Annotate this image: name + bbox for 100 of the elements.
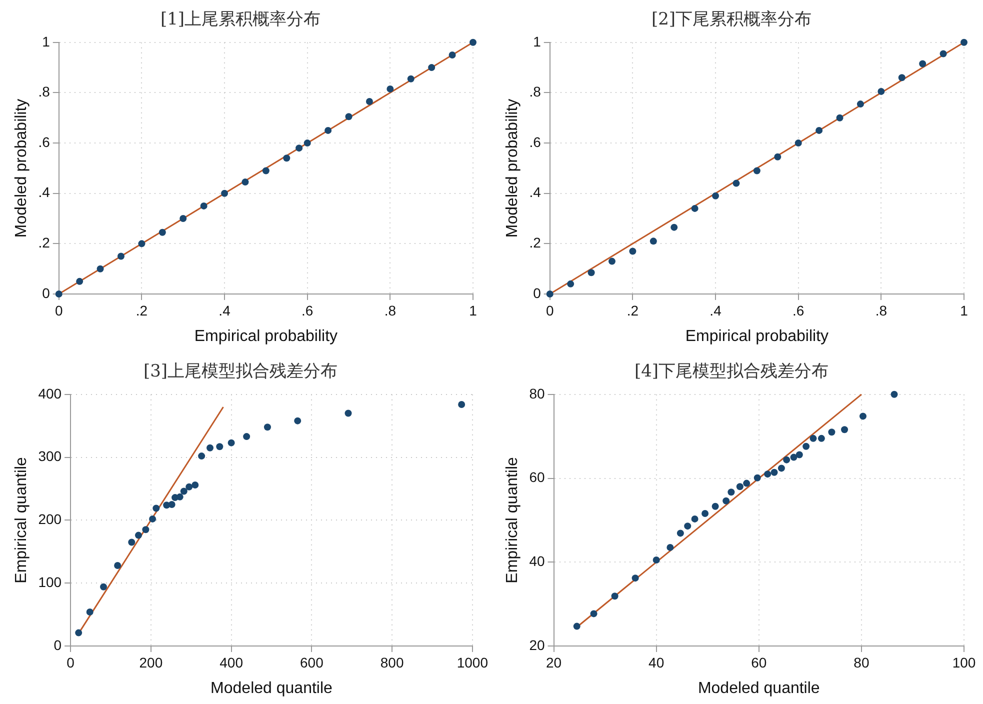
x-tick-label: 0 bbox=[66, 654, 75, 670]
point bbox=[96, 265, 104, 272]
point bbox=[134, 532, 142, 539]
x-tick-label: 100 bbox=[952, 654, 976, 670]
point bbox=[324, 126, 332, 134]
point bbox=[774, 153, 782, 160]
point bbox=[158, 228, 166, 236]
x-axis-title: Modeled quantile bbox=[698, 680, 820, 697]
point bbox=[180, 488, 188, 495]
point bbox=[294, 417, 302, 424]
y-axis-title: Empirical quantile bbox=[13, 456, 30, 584]
point bbox=[632, 574, 639, 582]
point bbox=[691, 515, 698, 522]
point bbox=[242, 178, 249, 186]
y-tick-label: .8 bbox=[529, 84, 542, 100]
point bbox=[304, 140, 311, 147]
x-axis-title: Modeled quantile bbox=[210, 680, 333, 697]
x-tick-label: 40 bbox=[648, 654, 664, 670]
point bbox=[836, 114, 844, 122]
point bbox=[344, 410, 352, 417]
y-tick-label: .2 bbox=[38, 234, 50, 251]
point bbox=[114, 562, 122, 569]
x-tick-label: 1 bbox=[469, 302, 478, 318]
point bbox=[859, 412, 866, 420]
point bbox=[117, 252, 124, 260]
point bbox=[206, 444, 214, 452]
point bbox=[180, 215, 187, 222]
point bbox=[728, 488, 735, 496]
y-tick-label: 200 bbox=[38, 511, 62, 528]
point bbox=[152, 504, 160, 512]
point bbox=[221, 190, 228, 197]
x-tick-label: .6 bbox=[792, 302, 804, 318]
point bbox=[428, 64, 436, 72]
point bbox=[366, 98, 373, 106]
x-tick-label: 800 bbox=[380, 654, 404, 670]
point bbox=[588, 269, 595, 276]
chart-title: [1]上尾累积概率分布 bbox=[160, 10, 321, 30]
y-tick-label: 0 bbox=[42, 284, 50, 301]
x-tick-label: .8 bbox=[875, 302, 888, 318]
y-axis-title: Modeled probability bbox=[13, 98, 30, 238]
point bbox=[470, 38, 476, 46]
point bbox=[283, 154, 290, 162]
point bbox=[573, 622, 580, 630]
point bbox=[192, 481, 199, 488]
point bbox=[702, 510, 709, 517]
x-tick-label: .4 bbox=[218, 302, 231, 318]
y-tick-label: 300 bbox=[38, 448, 62, 464]
y-tick-label: .6 bbox=[38, 134, 50, 150]
point bbox=[186, 483, 193, 490]
point bbox=[796, 451, 803, 458]
point bbox=[345, 113, 352, 120]
x-tick-label: 1000 bbox=[456, 654, 488, 670]
chart-title: [3]上尾模型拟合残差分布 bbox=[143, 362, 338, 382]
y-tick-label: .2 bbox=[529, 234, 542, 251]
point bbox=[732, 180, 740, 187]
point bbox=[243, 433, 250, 440]
point bbox=[712, 192, 720, 200]
point bbox=[546, 290, 554, 298]
chart-title: [2]下尾累积概率分布 bbox=[651, 10, 812, 30]
x-tick-label: 60 bbox=[751, 654, 767, 670]
point bbox=[149, 515, 156, 522]
point bbox=[890, 390, 898, 398]
y-tick-label: 100 bbox=[38, 574, 62, 590]
point bbox=[753, 167, 760, 174]
point bbox=[778, 464, 785, 472]
point bbox=[722, 497, 730, 504]
point bbox=[790, 454, 798, 461]
point bbox=[802, 442, 810, 450]
y-axis-title: Empirical quantile bbox=[504, 456, 522, 584]
point bbox=[262, 167, 270, 174]
point bbox=[712, 502, 719, 510]
x-tick-label: .2 bbox=[626, 302, 639, 318]
point bbox=[86, 608, 94, 616]
point bbox=[138, 240, 146, 248]
point bbox=[878, 88, 885, 95]
x-tick-label: 80 bbox=[854, 654, 870, 670]
point bbox=[783, 456, 790, 464]
point bbox=[919, 60, 926, 68]
point bbox=[898, 74, 906, 82]
point bbox=[407, 75, 414, 82]
y-tick-label: .8 bbox=[38, 84, 50, 100]
point bbox=[168, 500, 176, 508]
point bbox=[764, 470, 772, 478]
y-tick-label: 0 bbox=[54, 636, 62, 653]
point bbox=[75, 629, 82, 636]
point bbox=[611, 592, 618, 600]
x-tick-label: .4 bbox=[710, 302, 722, 318]
point bbox=[264, 424, 271, 431]
point bbox=[128, 538, 136, 546]
y-tick-label: 40 bbox=[529, 552, 545, 569]
point bbox=[650, 238, 657, 245]
x-tick-label: .6 bbox=[302, 302, 314, 318]
point bbox=[670, 224, 678, 231]
point bbox=[666, 544, 674, 551]
y-tick-label: 400 bbox=[38, 385, 62, 402]
point bbox=[216, 443, 224, 450]
y-tick-label: 60 bbox=[529, 469, 545, 486]
point bbox=[940, 50, 947, 58]
y-tick-label: 80 bbox=[529, 385, 545, 402]
point bbox=[448, 51, 456, 58]
